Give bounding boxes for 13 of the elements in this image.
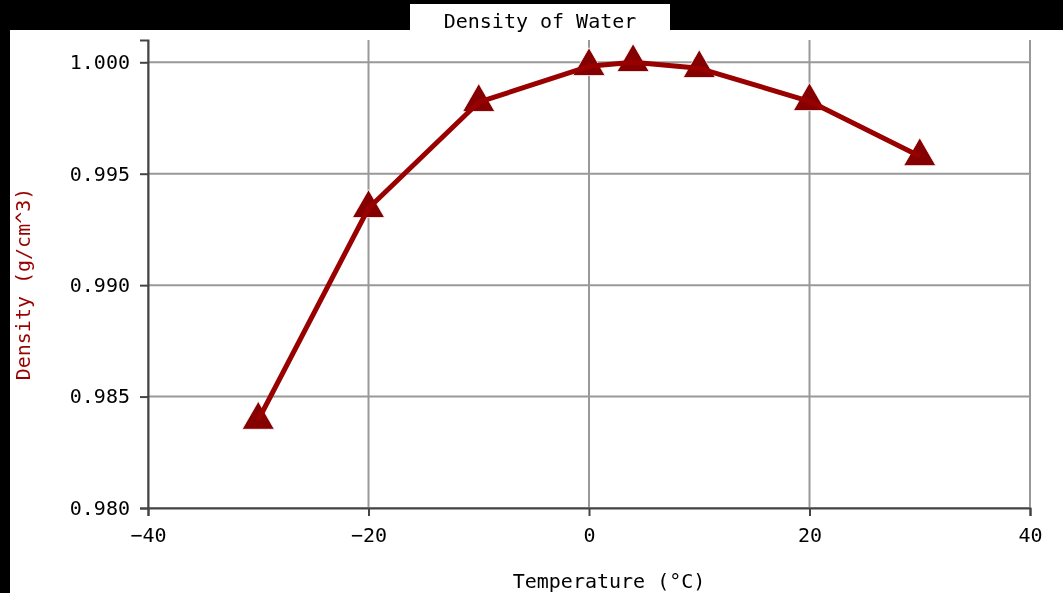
x-axis-title: Temperature (°C) <box>512 569 706 593</box>
x-tick-label: −20 <box>350 523 388 548</box>
x-tick-label: 20 <box>797 523 823 548</box>
y-tick-label: 0.985 <box>69 384 130 409</box>
y-tick-label: 0.980 <box>69 495 130 520</box>
x-tick-label: −40 <box>130 523 167 548</box>
x-tick-label: 40 <box>1018 523 1043 548</box>
y-axis-title: Density (g/cm^3) <box>11 187 35 381</box>
x-tick-label: 0 <box>583 523 596 548</box>
chart-title: Density of Water <box>443 9 637 33</box>
y-tick-label: 1.000 <box>69 50 130 75</box>
y-tick-label: 0.995 <box>69 161 130 186</box>
y-tick-label: 0.990 <box>69 273 130 298</box>
